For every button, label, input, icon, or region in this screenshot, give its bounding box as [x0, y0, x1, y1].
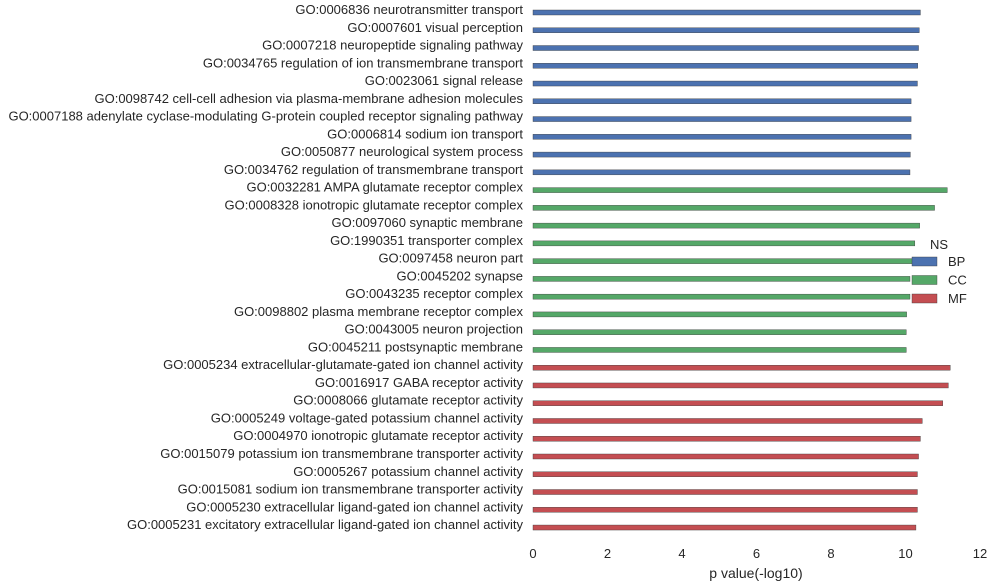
- bar: [532, 205, 935, 211]
- x-tick-label: 0: [529, 546, 536, 561]
- bar: [532, 276, 911, 282]
- category-label: GO:0005231 excitatory extracellular liga…: [127, 517, 524, 532]
- bar: [532, 63, 918, 69]
- bar: [532, 98, 912, 105]
- category-label: GO:0050877 neurological system process: [281, 144, 524, 159]
- bar: [532, 134, 912, 140]
- legend-entries: BP CC MF: [911, 254, 967, 306]
- bar: [532, 400, 943, 406]
- bar: [532, 347, 907, 353]
- x-axis-label: p value(-log10): [709, 565, 802, 581]
- bar: [532, 116, 912, 122]
- category-label: GO:0023061 signal release: [365, 73, 523, 88]
- bar: [532, 489, 918, 495]
- category-label: GO:0006836 neurotransmitter transport: [295, 2, 523, 17]
- category-label: GO:0007601 visual perception: [347, 20, 523, 35]
- category-label: GO:0005249 voltage-gated potassium chann…: [211, 410, 524, 425]
- legend-swatch-bp: [911, 256, 938, 267]
- category-label: GO:0004970 ionotropic glutamate receptor…: [233, 428, 523, 443]
- category-label: GO:0016917 GABA receptor activity: [315, 375, 524, 390]
- category-label: GO:0015079 potassium ion transmembrane t…: [160, 446, 523, 461]
- category-label: GO:0008066 glutamate receptor activity: [293, 393, 523, 408]
- bar: [532, 9, 921, 16]
- category-label: GO:0043235 receptor complex: [345, 286, 523, 301]
- category-label: GO:0005267 potassium channel activity: [293, 464, 523, 479]
- category-label: GO:0008328 ionotropic glutamate receptor…: [225, 197, 524, 212]
- x-axis-ticks: 0 2 4 6 8 10 12: [529, 546, 987, 561]
- category-label: GO:1990351 transporter complex: [330, 233, 523, 248]
- legend: NS BP CC MF: [911, 237, 967, 306]
- category-label: GO:0034765 regulation of ion transmembra…: [203, 55, 524, 70]
- bar: [532, 436, 921, 442]
- x-tick-label: 6: [753, 546, 760, 561]
- x-tick-label: 10: [898, 546, 912, 561]
- category-label: GO:0007188 adenylate cyclase-modulating …: [8, 109, 523, 124]
- bar: [532, 524, 917, 531]
- category-label: GO:0098742 cell-cell adhesion via plasma…: [94, 91, 523, 106]
- bar: [532, 151, 911, 158]
- x-tick-label: 8: [827, 546, 834, 561]
- category-label: GO:0015081 sodium ion transmembrane tran…: [178, 482, 524, 497]
- bar: [532, 187, 948, 193]
- bar: [532, 471, 918, 477]
- x-tick-label: 2: [604, 546, 611, 561]
- category-label: GO:0006814 sodium ion transport: [327, 126, 523, 141]
- x-tick-label: 12: [973, 546, 987, 561]
- legend-title: NS: [930, 237, 948, 252]
- category-labels: GO:0006836 neurotransmitter transport GO:…: [8, 2, 523, 532]
- bars-layer: [532, 9, 951, 531]
- legend-swatch-mf: [911, 293, 938, 304]
- bar: [532, 382, 949, 389]
- category-label: GO:0097458 neuron part: [378, 251, 523, 266]
- bar: [532, 329, 907, 335]
- legend-label-cc: CC: [948, 273, 967, 288]
- category-label: GO:0098802 plasma membrane receptor comp…: [234, 304, 524, 319]
- bar: [532, 418, 923, 424]
- legend-swatch-cc: [911, 275, 938, 285]
- bar: [532, 80, 918, 87]
- bar: [532, 240, 916, 247]
- legend-label-bp: BP: [948, 254, 965, 269]
- bar: [532, 258, 913, 264]
- bar: [532, 45, 919, 51]
- bar: [532, 293, 911, 300]
- legend-label-mf: MF: [948, 291, 967, 306]
- category-label: GO:0043005 neuron projection: [344, 322, 523, 337]
- category-label: GO:0007218 neuropeptide signaling pathwa…: [262, 38, 523, 53]
- bar: [532, 169, 911, 176]
- category-label: GO:0005234 extracellular-glutamate-gated…: [163, 357, 523, 372]
- bar: [532, 365, 951, 371]
- category-label: GO:0045202 synapse: [397, 268, 523, 283]
- category-label: GO:0045211 postsynaptic membrane: [308, 339, 523, 354]
- bar: [532, 222, 920, 229]
- bar: [532, 453, 919, 460]
- category-label: GO:0005230 extracellular ligand-gated io…: [186, 499, 523, 514]
- bar: [532, 311, 907, 318]
- category-label: GO:0032281 AMPA glutamate receptor compl…: [246, 180, 523, 195]
- x-tick-label: 4: [678, 546, 685, 561]
- category-label: GO:0034762 regulation of transmembrane t…: [224, 162, 524, 177]
- bar: [532, 27, 920, 33]
- bar: [532, 507, 918, 513]
- category-label: GO:0097060 synaptic membrane: [332, 215, 524, 230]
